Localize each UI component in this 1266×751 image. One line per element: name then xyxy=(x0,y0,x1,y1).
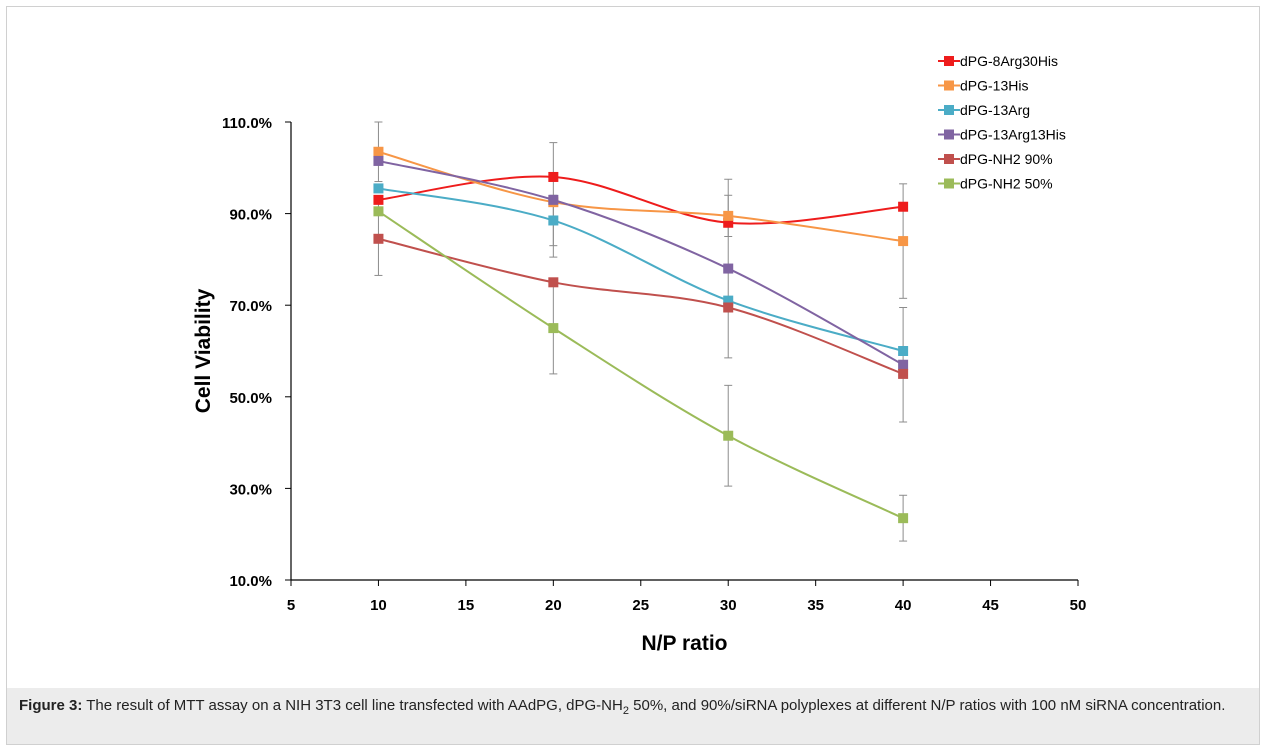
data-point xyxy=(723,302,734,313)
x-axis-label: N/P ratio xyxy=(642,632,728,655)
legend-label: dPG-NH2 50% xyxy=(960,176,1053,192)
x-tick-label: 25 xyxy=(632,597,649,614)
y-axis-label: Cell Viability xyxy=(192,288,215,413)
y-tick-label: 30.0% xyxy=(229,481,272,498)
data-point xyxy=(548,171,559,182)
y-tick-label: 10.0% xyxy=(229,573,272,590)
data-point xyxy=(723,430,734,441)
data-point xyxy=(723,263,734,274)
line-chart: 10.0% 30.0% 50.0% 70.0% 90.0% 110.0% 5 10 15 20 25… xyxy=(192,53,1087,655)
legend-marker xyxy=(944,129,954,140)
caption-label: Figure 3: xyxy=(19,697,83,714)
x-tick-label: 45 xyxy=(982,597,999,614)
data-point xyxy=(898,201,909,212)
data-point xyxy=(723,210,734,221)
data-point xyxy=(898,513,909,524)
data-point xyxy=(373,194,384,205)
legend-label: dPG-13Arg xyxy=(960,102,1030,118)
x-tick-label: 35 xyxy=(807,597,824,614)
caption-text-part2: 50%, and 90%/siRNA polyplexes at differe… xyxy=(628,697,1226,714)
data-point xyxy=(373,233,384,244)
legend-marker xyxy=(944,178,954,189)
legend-label: dPG-13His xyxy=(960,78,1028,94)
data-point xyxy=(373,146,384,157)
x-tick-label: 5 xyxy=(287,597,295,614)
caption-subscript: 2 xyxy=(622,705,629,717)
legend-marker xyxy=(944,154,954,164)
x-tick-label: 20 xyxy=(545,597,562,614)
figure-frame xyxy=(6,6,1260,745)
series-line xyxy=(378,175,904,225)
data-point xyxy=(898,359,909,370)
x-tick-label: 10 xyxy=(370,597,387,614)
data-point xyxy=(373,155,384,166)
data-point xyxy=(373,206,384,217)
series-line xyxy=(378,159,904,366)
data-point xyxy=(548,323,559,334)
legend-marker xyxy=(944,56,954,66)
y-tick-label: 110.0% xyxy=(222,115,272,132)
legend-label: dPG-13Arg13His xyxy=(960,127,1066,143)
data-point xyxy=(898,368,909,379)
x-tick-label: 30 xyxy=(720,597,737,614)
data-point xyxy=(373,183,384,194)
data-point xyxy=(898,346,909,356)
data-point xyxy=(898,236,909,247)
figure-caption: Figure 3: The result of MTT assay on a N… xyxy=(7,688,1259,744)
series-line xyxy=(377,210,904,520)
y-tick-label: 90.0% xyxy=(229,207,272,224)
x-tick-label: 50 xyxy=(1070,597,1087,614)
series-line xyxy=(378,150,904,243)
series-line xyxy=(378,237,904,375)
y-tick-label: 50.0% xyxy=(229,390,272,407)
data-point xyxy=(548,194,559,205)
x-tick-label: 40 xyxy=(895,597,912,614)
y-tick-label: 70.0% xyxy=(229,298,272,315)
data-point xyxy=(723,295,734,306)
caption-text-part1: The result of MTT assay on a NIH 3T3 cel… xyxy=(82,697,623,714)
data-point xyxy=(548,215,559,226)
legend-marker xyxy=(944,80,954,91)
legend-label: dPG-NH2 90% xyxy=(960,151,1053,167)
data-point xyxy=(723,217,734,228)
legend-label: dPG-8Arg30His xyxy=(960,53,1058,69)
x-tick-label: 15 xyxy=(458,597,475,614)
series-line xyxy=(378,187,904,352)
legend-marker xyxy=(944,105,954,115)
data-point xyxy=(548,277,559,288)
